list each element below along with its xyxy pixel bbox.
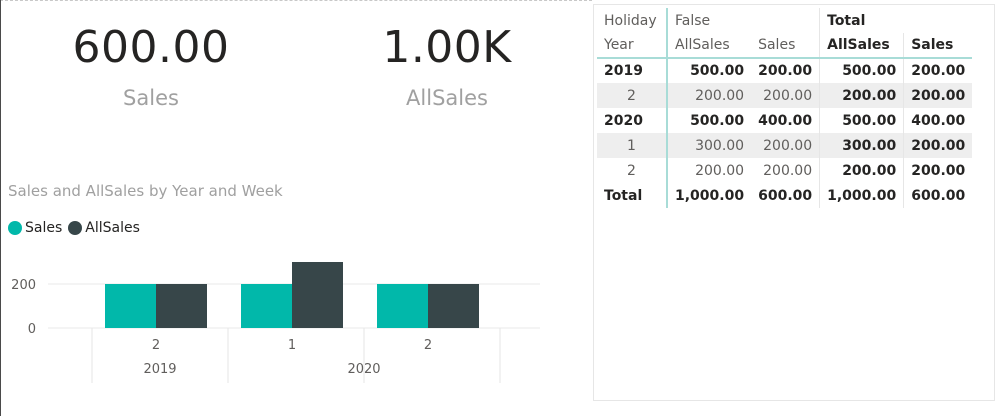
matrix-cell: 200.00: [903, 133, 973, 158]
matrix-row-label: 2019: [597, 58, 668, 83]
matrix-header-total[interactable]: Total: [819, 8, 904, 33]
bar-sales[interactable]: [105, 284, 156, 328]
matrix-cell: 500.00: [819, 108, 904, 133]
matrix-row[interactable]: 2 200.00 200.00 200.00 200.00: [597, 83, 973, 108]
matrix-header-spacer: [904, 8, 973, 33]
matrix-total-row[interactable]: Total 1,000.00 600.00 1,000.00 600.00: [597, 183, 973, 208]
bar-chart[interactable]: 0 200 2 1 2 2019 2020: [0, 250, 560, 400]
matrix-row[interactable]: 2019 500.00 200.00 500.00 200.00: [597, 58, 973, 83]
legend-dot-sales: [8, 221, 22, 235]
matrix-row-label: 1: [597, 133, 668, 158]
matrix-row[interactable]: 2 200.00 200.00 200.00 200.00: [597, 158, 973, 183]
x-tick-label-week: 2: [152, 338, 160, 353]
matrix-row-label: 2: [597, 158, 668, 183]
matrix-table[interactable]: Holiday False Total Year AllSales Sales …: [597, 8, 973, 208]
matrix-cell: 200.00: [819, 83, 904, 108]
allsales-card[interactable]: 1.00K AllSales: [327, 14, 567, 124]
matrix-cell: 200.00: [667, 83, 752, 108]
y-tick-label: 200: [11, 278, 36, 293]
bar-allsales[interactable]: [292, 262, 343, 328]
legend-item-sales[interactable]: Sales: [8, 220, 62, 236]
y-tick-label: 0: [28, 322, 36, 337]
matrix-cell: 500.00: [819, 58, 904, 83]
bar-allsales[interactable]: [428, 284, 479, 328]
matrix-total-cell: 600.00: [758, 187, 813, 204]
matrix-cell: 500.00: [690, 112, 745, 129]
matrix-cell: 200.00: [903, 58, 973, 83]
matrix-header-holiday[interactable]: Holiday: [597, 8, 668, 33]
sales-card-value: 600.00: [72, 22, 230, 73]
matrix-header-allsales[interactable]: AllSales: [667, 33, 752, 59]
matrix-cell: 200.00: [903, 158, 973, 183]
chart-title: Sales and AllSales by Year and Week: [8, 182, 283, 200]
matrix-header-sales[interactable]: Sales: [751, 33, 820, 59]
legend-dot-allsales: [68, 221, 83, 235]
legend-item-allsales[interactable]: AllSales: [68, 220, 140, 236]
matrix-header-false[interactable]: False: [675, 12, 711, 29]
bar-sales[interactable]: [241, 284, 292, 328]
matrix-visual: [593, 4, 995, 401]
allsales-card-label: AllSales: [406, 86, 488, 110]
sales-card[interactable]: 600.00 Sales: [31, 14, 271, 124]
bar-sales[interactable]: [377, 284, 428, 328]
bar-allsales[interactable]: [156, 284, 207, 328]
matrix-row-label: 2: [597, 83, 668, 108]
matrix-total-cell: 1,000.00: [819, 183, 904, 208]
matrix-cell: 200.00: [819, 158, 904, 183]
matrix-header-year[interactable]: Year: [597, 33, 668, 59]
matrix-cell: 200.00: [763, 162, 813, 179]
matrix-cell: 200.00: [695, 162, 745, 179]
matrix-row-label: 2020: [597, 108, 668, 133]
matrix-cell: 300.00: [667, 133, 752, 158]
matrix-row[interactable]: 2020 500.00 400.00 500.00 400.00: [597, 108, 973, 133]
left-border: [0, 0, 1, 416]
legend-label-allsales: AllSales: [85, 220, 140, 236]
matrix-total-label: Total: [597, 183, 668, 208]
matrix-header-row-holiday: Holiday False Total: [597, 8, 972, 33]
matrix-cell: 200.00: [758, 63, 813, 79]
matrix-cell: 200.00: [751, 83, 820, 108]
sales-card-label: Sales: [123, 86, 179, 110]
legend-label-sales: Sales: [25, 220, 63, 236]
matrix-cell: 400.00: [903, 108, 973, 133]
chart-legend: Sales AllSales: [8, 220, 146, 236]
matrix-header-total-allsales[interactable]: AllSales: [819, 33, 904, 59]
matrix-cell: 300.00: [819, 133, 904, 158]
matrix-total-cell: 1,000.00: [675, 187, 745, 204]
matrix-cell: 500.00: [690, 63, 745, 79]
x-tick-label-week: 1: [288, 338, 296, 353]
allsales-card-value: 1.00K: [382, 22, 512, 73]
x-group-label-year: 2020: [347, 362, 380, 377]
x-tick-label-week: 2: [424, 338, 432, 353]
matrix-header-spacer: [751, 8, 820, 33]
matrix-row[interactable]: 1 300.00 200.00 300.00 200.00: [597, 133, 973, 158]
top-border: [0, 0, 592, 1]
matrix-total-cell: 600.00: [903, 183, 973, 208]
matrix-cell: 200.00: [903, 83, 973, 108]
matrix-cell: 200.00: [751, 133, 820, 158]
matrix-header-total-sales[interactable]: Sales: [903, 33, 973, 59]
matrix-cell: 400.00: [758, 112, 813, 129]
x-group-label-year: 2019: [143, 362, 176, 377]
matrix-header-row-measures: Year AllSales Sales AllSales Sales: [597, 33, 973, 59]
